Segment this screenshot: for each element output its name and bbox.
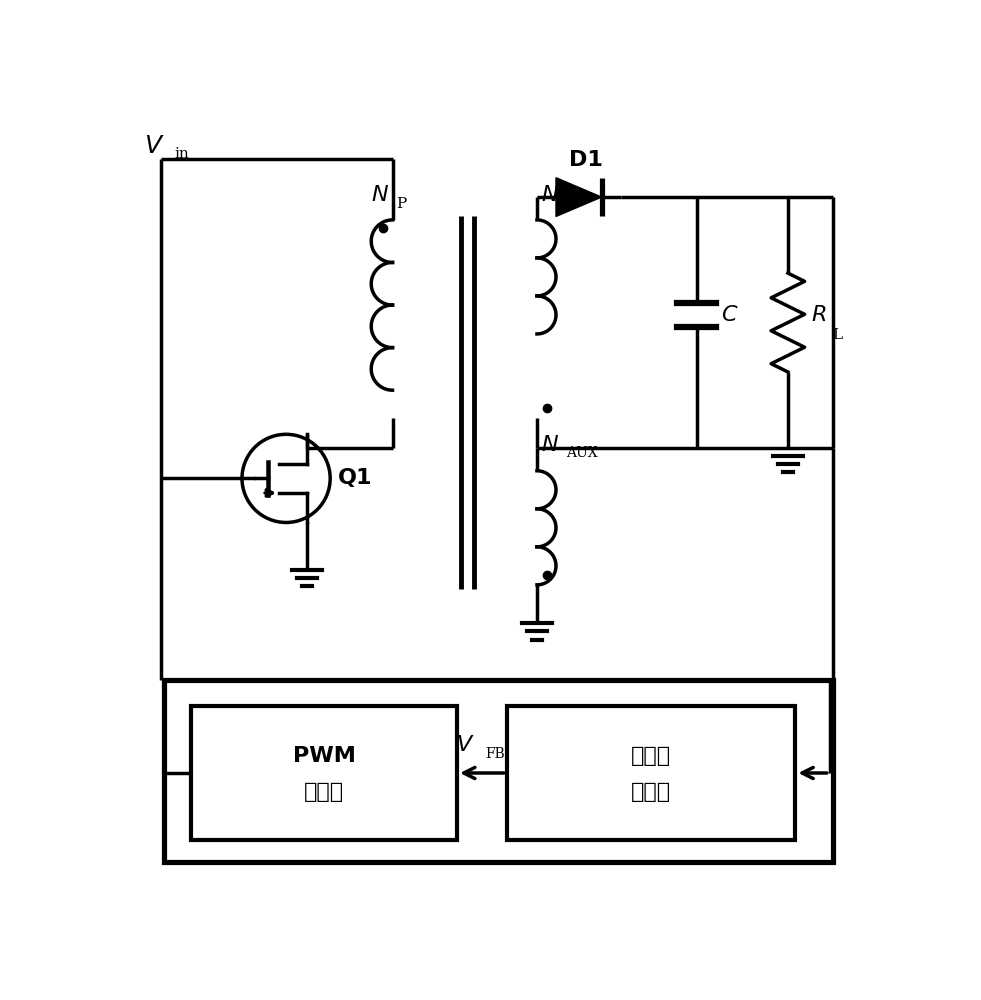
Text: in: in — [175, 147, 189, 161]
Text: 持电路: 持电路 — [631, 782, 671, 802]
Text: P: P — [396, 197, 406, 211]
Polygon shape — [556, 178, 601, 216]
Text: $N$: $N$ — [371, 184, 388, 206]
Text: $R$: $R$ — [810, 304, 826, 326]
Text: 采样保: 采样保 — [631, 746, 671, 766]
Text: $N$: $N$ — [541, 434, 559, 456]
Text: PWM: PWM — [292, 746, 355, 766]
Text: $V$: $V$ — [144, 135, 165, 158]
Text: FB: FB — [486, 747, 505, 761]
Text: D1: D1 — [569, 150, 603, 170]
Text: L: L — [832, 328, 842, 342]
Text: $N$: $N$ — [541, 184, 559, 206]
Text: 控制器: 控制器 — [304, 782, 344, 802]
Text: $V$: $V$ — [456, 734, 474, 756]
Text: $C$: $C$ — [721, 304, 739, 326]
Text: AUX: AUX — [566, 446, 597, 460]
Text: Q1: Q1 — [337, 468, 372, 488]
Text: S: S — [566, 197, 576, 211]
